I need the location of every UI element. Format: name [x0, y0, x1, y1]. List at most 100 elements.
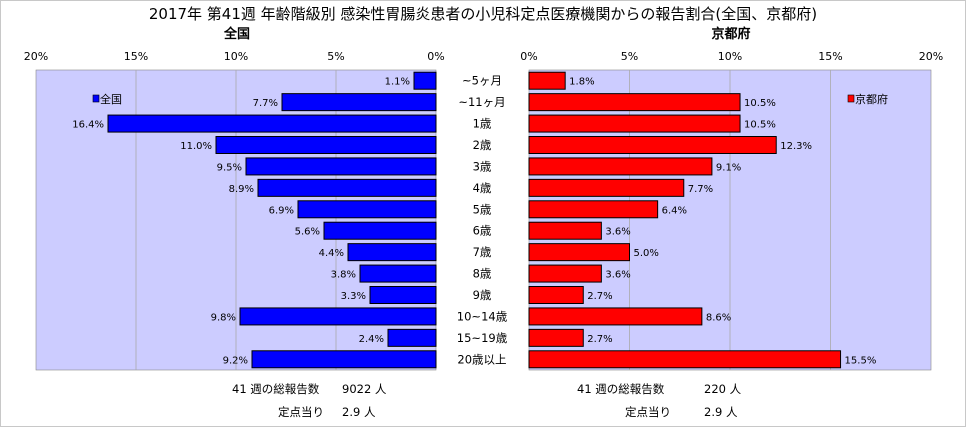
kyoto-per-value: 2.9 人	[704, 405, 738, 419]
national-per-label: 定点当り	[278, 405, 324, 419]
data-label: 10.5%	[744, 120, 776, 131]
tick-label: 10%	[224, 50, 248, 63]
tick-label: 15%	[124, 50, 148, 63]
data-label: 8.6%	[706, 312, 731, 323]
bar	[323, 221, 437, 240]
bar	[528, 243, 630, 262]
category-labels: ~5ヶ月 ~11ヶ月 1歳 2歳 3歳 4歳 5歳 6歳 7歳 8歳 9歳 10~14歳 15~19歳 2…	[457, 74, 508, 367]
data-label: 4.4%	[319, 248, 344, 259]
bar	[528, 157, 713, 176]
tick-label: 10%	[718, 50, 742, 63]
category-label: 2歳	[473, 138, 492, 152]
data-label: 9.5%	[217, 162, 242, 173]
tick-label: 20%	[24, 50, 48, 63]
national-panel: 0% 5% 10% 15% 20% 1.1% 7.7% 16.4% 11.0% 9.5% 8.9% 6…	[24, 50, 445, 371]
bar	[528, 286, 584, 304]
kyoto-per-label: 定点当り	[625, 405, 671, 419]
bar	[369, 286, 437, 304]
category-label: 9歳	[473, 288, 492, 302]
kyoto-total-value: 220 人	[704, 382, 742, 396]
category-label: 8歳	[473, 267, 492, 281]
category-label: 4歳	[473, 181, 492, 195]
data-label: 2.4%	[359, 334, 384, 345]
bar	[215, 136, 437, 154]
data-label: 7.7%	[253, 98, 278, 109]
bar	[528, 114, 741, 133]
category-label: ~5ヶ月	[462, 74, 502, 88]
category-label: 3歳	[473, 159, 492, 173]
data-label: 7.7%	[688, 184, 713, 195]
data-label: 9.8%	[211, 312, 236, 323]
bar	[387, 328, 437, 347]
bar	[528, 178, 685, 197]
legend-label: 全国	[100, 92, 122, 106]
bar	[297, 200, 437, 219]
data-label: 6.9%	[269, 205, 294, 216]
data-label: 3.6%	[605, 227, 630, 238]
category-label: 1歳	[473, 117, 492, 131]
bar	[257, 178, 437, 197]
data-label: 1.1%	[385, 77, 410, 88]
bar	[245, 157, 437, 176]
data-label: 2.7%	[587, 291, 612, 302]
national-per-value: 2.9 人	[342, 405, 376, 419]
data-label: 3.6%	[605, 270, 630, 281]
bar	[251, 350, 437, 369]
kyoto-total-label: 41 週の総報告数	[577, 382, 665, 396]
legend-swatch	[92, 94, 100, 103]
chart-title: 2017年 第41週 年齢階級別 感染性胃腸炎患者の小児科定点医療機関からの報告…	[149, 5, 817, 23]
data-label: 5.6%	[295, 227, 320, 238]
tick-label: 5%	[621, 50, 638, 63]
data-label: 9.1%	[716, 162, 741, 173]
tick-label: 15%	[818, 50, 842, 63]
data-label: 1.8%	[569, 77, 594, 88]
data-label: 5.0%	[634, 248, 659, 259]
bar	[528, 221, 602, 240]
category-label: 10~14歳	[457, 309, 508, 323]
bar	[528, 328, 584, 347]
data-label: 9.2%	[223, 355, 248, 366]
tick-label: 20%	[919, 50, 943, 63]
tick-label: 0%	[520, 50, 537, 63]
bar	[528, 93, 741, 112]
panel-title-kyoto: 京都府	[711, 26, 750, 42]
bar	[528, 200, 659, 219]
bar	[281, 93, 437, 112]
data-label: 15.5%	[845, 355, 877, 366]
category-label: 7歳	[473, 245, 492, 259]
bar	[413, 71, 437, 90]
data-label: 3.8%	[331, 270, 356, 281]
category-label: 6歳	[473, 224, 492, 238]
bar	[107, 114, 437, 133]
data-label: 6.4%	[662, 205, 687, 216]
bar	[359, 264, 437, 283]
data-label: 12.3%	[780, 141, 812, 152]
bar	[528, 71, 566, 90]
kyoto-panel: 0% 5% 10% 15% 20% 1.8% 10.5% 10.5% 12.3% 9.1%7.7%…	[520, 50, 943, 371]
national-total-label: 41 週の総報告数	[232, 382, 320, 396]
category-label: 20歳以上	[457, 352, 506, 366]
legend-label: 京都府	[855, 92, 888, 106]
data-label: 10.5%	[744, 98, 776, 109]
data-label: 2.7%	[587, 334, 612, 345]
bar	[239, 307, 437, 326]
legend-swatch	[847, 94, 855, 103]
bar	[528, 136, 777, 154]
bar	[528, 307, 703, 326]
tick-label: 0%	[427, 50, 444, 63]
category-label: ~11ヶ月	[458, 95, 505, 109]
data-label: 3.3%	[341, 291, 366, 302]
bar	[347, 243, 437, 262]
data-label: 16.4%	[72, 120, 104, 131]
category-label: 5歳	[473, 202, 492, 216]
bar	[528, 264, 602, 283]
data-label: 11.0%	[180, 141, 212, 152]
tick-label: 5%	[327, 50, 344, 63]
data-label: 8.9%	[229, 184, 254, 195]
national-total-value: 9022 人	[342, 382, 387, 396]
category-label: 15~19歳	[457, 331, 508, 345]
panel-title-national: 全国	[223, 26, 250, 42]
bar	[528, 350, 842, 369]
